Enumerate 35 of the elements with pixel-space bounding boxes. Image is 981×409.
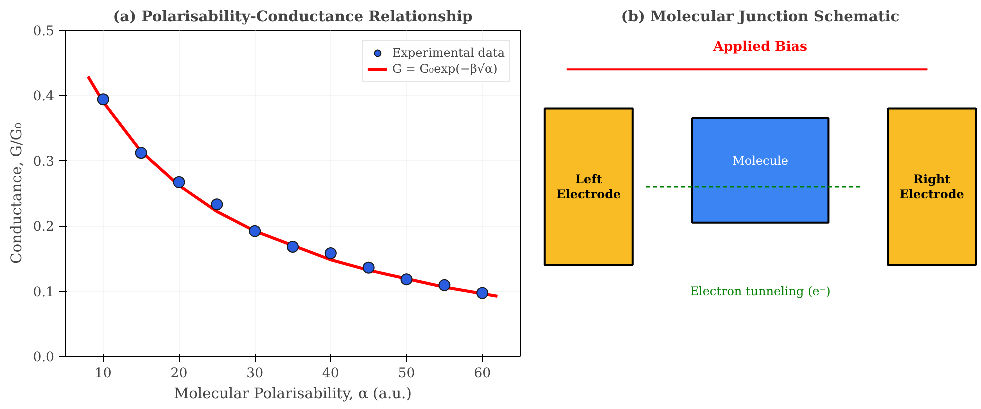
chart-title: (a) Polarisability-Conductance Relationship <box>113 8 473 26</box>
x-tick-label: 50 <box>398 366 416 382</box>
x-tick-label: 10 <box>94 366 112 382</box>
point <box>438 279 451 292</box>
legend-label: Experimental data <box>392 45 505 61</box>
point <box>211 198 224 211</box>
point <box>362 262 375 274</box>
x-axis-title: Molecular Polarisability, α (a.u.) <box>174 386 412 402</box>
y-axis-title: Conductance, G/G₀ <box>8 122 26 264</box>
y-tick-label: 0.4 <box>33 90 55 105</box>
y-tick-label: 0.3 <box>33 154 55 170</box>
line-series <box>86 75 500 298</box>
point <box>135 147 148 160</box>
y-tick-label: 0.5 <box>33 24 55 40</box>
point <box>324 247 337 260</box>
y-tick-label: 0.0 <box>33 350 55 366</box>
legend-label: G = G₀exp(−β√α) <box>392 61 498 77</box>
text: Left Electrode <box>556 172 622 202</box>
text: (b) Molecular Junction Schematic <box>621 8 900 26</box>
x-tick-label: 20 <box>170 366 188 382</box>
text: Right Electrode <box>900 172 965 202</box>
point <box>476 287 489 300</box>
point <box>249 225 262 238</box>
x-tick-label: 30 <box>246 366 264 382</box>
point <box>173 176 186 188</box>
point <box>400 274 413 286</box>
x-tick-label: 40 <box>322 366 340 382</box>
point <box>97 94 110 106</box>
x-tick-label: 60 <box>474 366 492 382</box>
y-tick-label: 0.1 <box>33 285 55 300</box>
text: Electron tunneling (e⁻) <box>690 284 831 298</box>
y-tick-label: 0.2 <box>33 220 55 236</box>
text: Molecule <box>732 154 788 168</box>
text: Applied Bias <box>712 38 808 55</box>
point <box>287 240 299 253</box>
